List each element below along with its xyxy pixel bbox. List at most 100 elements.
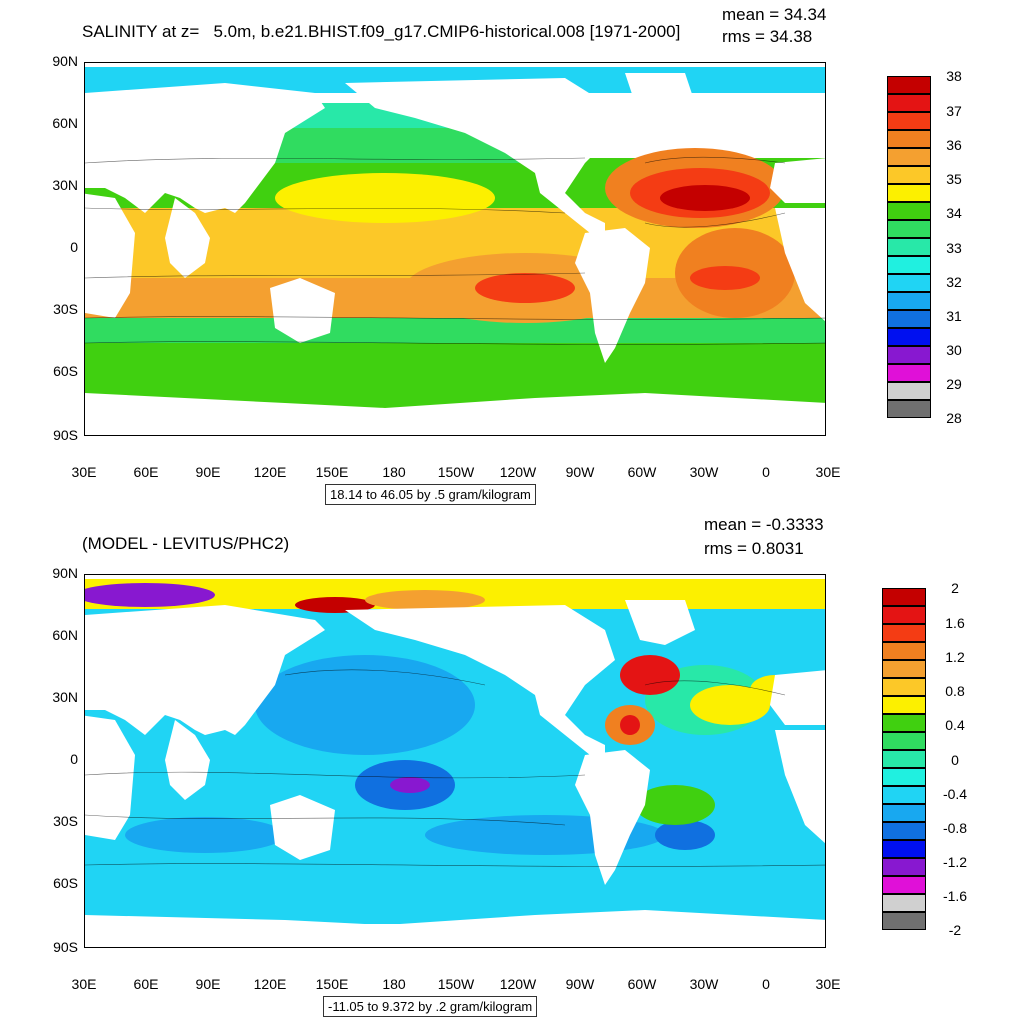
difference-map bbox=[84, 574, 826, 948]
colorbar-swatch bbox=[887, 256, 931, 274]
lat-label: 90N bbox=[52, 565, 78, 581]
colorbar-swatch bbox=[887, 94, 931, 112]
colorbar-swatch bbox=[882, 750, 926, 768]
colorbar-swatch bbox=[887, 364, 931, 382]
mean-value: mean = 34.34 bbox=[722, 5, 827, 24]
colorbar-label: 37 bbox=[946, 103, 962, 119]
lon-label: 120E bbox=[253, 464, 287, 480]
colorbar-label: 31 bbox=[946, 308, 962, 324]
lon-label: 30E bbox=[815, 976, 841, 992]
colorbar-label: 0 bbox=[951, 752, 959, 768]
colorbar-swatch bbox=[887, 76, 931, 94]
lon-label: 60E bbox=[133, 976, 159, 992]
contour-range-label: -11.05 to 9.372 by .2 gram/kilogram bbox=[323, 996, 538, 1017]
colorbar-label: -2 bbox=[948, 922, 962, 938]
lon-label: 90W bbox=[565, 464, 595, 480]
colorbar-label: 0.4 bbox=[945, 717, 965, 733]
colorbar-swatch bbox=[887, 184, 931, 202]
lat-label: 30S bbox=[53, 301, 78, 317]
colorbar-swatch bbox=[882, 804, 926, 822]
lon-label: 30W bbox=[689, 464, 719, 480]
lat-label: 90S bbox=[53, 939, 78, 955]
lon-label: 0 bbox=[762, 976, 770, 992]
salinity-map bbox=[84, 62, 826, 436]
colorbar-label: 36 bbox=[946, 137, 962, 153]
colorbar-swatch bbox=[887, 238, 931, 256]
colorbar-swatch bbox=[882, 714, 926, 732]
colorbar-label: -1.2 bbox=[942, 854, 968, 870]
colorbar-swatch bbox=[887, 202, 931, 220]
colorbar-label: 34 bbox=[946, 205, 962, 221]
lon-label: 180 bbox=[382, 464, 406, 480]
colorbar-swatch bbox=[887, 166, 931, 184]
colorbar-swatch bbox=[887, 148, 931, 166]
lon-label: 150E bbox=[315, 976, 349, 992]
colorbar-swatch bbox=[882, 822, 926, 840]
lon-label: 90E bbox=[195, 976, 221, 992]
colorbar-swatch bbox=[882, 606, 926, 624]
colorbar-swatch bbox=[882, 732, 926, 750]
colorbar-swatch bbox=[882, 876, 926, 894]
colorbar-swatch bbox=[887, 292, 931, 310]
colorbar-swatch bbox=[887, 220, 931, 238]
lat-label: 90N bbox=[52, 53, 78, 69]
contour-range-label: 18.14 to 46.05 by .5 gram/kilogram bbox=[325, 484, 536, 505]
colorbar-label: 30 bbox=[946, 342, 962, 358]
lon-label: 120W bbox=[499, 464, 537, 480]
colorbar-swatch bbox=[882, 642, 926, 660]
lon-label: 30E bbox=[71, 976, 97, 992]
colorbar-label: 1.6 bbox=[945, 615, 965, 631]
rms-value: rms = 34.38 bbox=[722, 27, 813, 46]
colorbar-swatch bbox=[882, 660, 926, 678]
lat-label: 60S bbox=[53, 363, 78, 379]
panel-title: (MODEL - LEVITUS/PHC2) bbox=[82, 534, 290, 553]
lon-label: 60E bbox=[133, 464, 159, 480]
lat-label: 0 bbox=[70, 239, 78, 255]
rms-value: rms = 0.8031 bbox=[704, 539, 804, 558]
lat-label: 0 bbox=[70, 751, 78, 767]
colorbar-label: -1.6 bbox=[942, 888, 968, 904]
colorbar-swatch bbox=[887, 400, 931, 418]
lon-label: 150W bbox=[437, 464, 475, 480]
colorbar-swatch bbox=[887, 274, 931, 292]
colorbar-swatch bbox=[882, 912, 926, 930]
lat-label: 30N bbox=[52, 177, 78, 193]
salinity-panel: SALINITY at z= 5.0m, b.e21.BHIST.f09_g17… bbox=[52, 5, 962, 505]
colorbar-swatch bbox=[882, 786, 926, 804]
colorbar-label: 32 bbox=[946, 274, 962, 290]
difference-panel: (MODEL - LEVITUS/PHC2) mean = -0.3333 rm… bbox=[0, 512, 1024, 1024]
colorbar-swatch bbox=[887, 310, 931, 328]
colorbar-label: 28 bbox=[946, 410, 962, 426]
colorbar-label: 33 bbox=[946, 240, 962, 256]
colorbar-label: -0.4 bbox=[942, 786, 968, 802]
lon-label: 90W bbox=[565, 976, 595, 992]
colorbar-swatch bbox=[882, 858, 926, 876]
colorbar bbox=[882, 588, 926, 930]
colorbar-swatch bbox=[882, 678, 926, 696]
lon-label: 150E bbox=[315, 464, 349, 480]
lon-label: 120E bbox=[253, 976, 287, 992]
lon-label: 30W bbox=[689, 976, 719, 992]
colorbar-label: 1.2 bbox=[945, 649, 965, 665]
lat-label: 30S bbox=[53, 813, 78, 829]
colorbar-label: 0.8 bbox=[945, 683, 965, 699]
colorbar-swatch bbox=[887, 346, 931, 364]
colorbar-swatch bbox=[882, 696, 926, 714]
lon-label: 150W bbox=[437, 976, 475, 992]
lon-label: 120W bbox=[499, 976, 537, 992]
colorbar-label: 29 bbox=[946, 376, 962, 392]
colorbar-swatch bbox=[882, 840, 926, 858]
colorbar-swatch bbox=[882, 624, 926, 642]
lat-label: 60N bbox=[52, 115, 78, 131]
colorbar-swatch bbox=[887, 382, 931, 400]
colorbar-swatch bbox=[882, 768, 926, 786]
colorbar-label: -0.8 bbox=[942, 820, 968, 836]
lon-label: 30E bbox=[815, 464, 841, 480]
lon-label: 60W bbox=[627, 976, 657, 992]
colorbar bbox=[887, 76, 931, 418]
colorbar-swatch bbox=[887, 328, 931, 346]
panel-title: SALINITY at z= 5.0m, b.e21.BHIST.f09_g17… bbox=[82, 22, 681, 41]
lon-label: 0 bbox=[762, 464, 770, 480]
colorbar-swatch bbox=[882, 894, 926, 912]
colorbar-swatch bbox=[887, 112, 931, 130]
